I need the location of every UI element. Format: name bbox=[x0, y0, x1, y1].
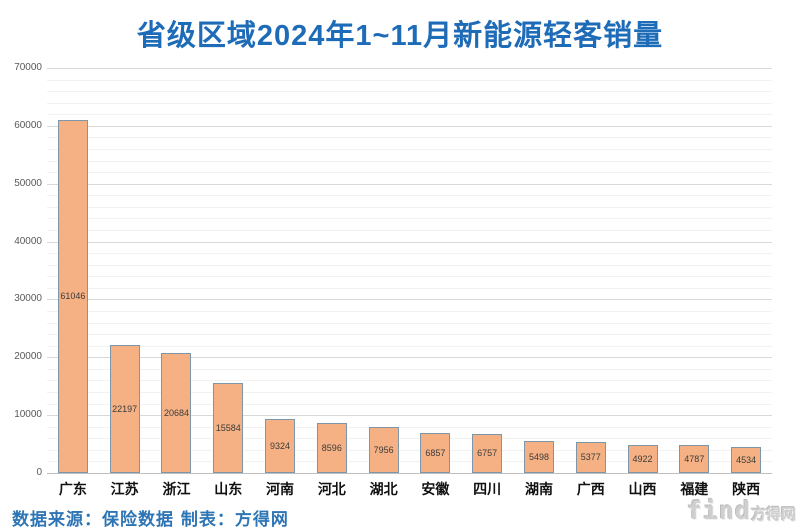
bar-value-label: 6857 bbox=[425, 448, 446, 459]
minor-gridline bbox=[47, 218, 772, 220]
major-gridline bbox=[47, 299, 772, 301]
minor-gridline bbox=[47, 449, 772, 451]
y-tick-label: 30000 bbox=[14, 293, 42, 305]
bar bbox=[213, 382, 244, 473]
bar bbox=[161, 353, 192, 473]
minor-gridline bbox=[47, 287, 772, 289]
x-category-label: 山东 bbox=[214, 481, 243, 497]
minor-gridline bbox=[47, 403, 772, 405]
bar-value-label: 5377 bbox=[580, 452, 601, 463]
x-category-label: 江苏 bbox=[110, 481, 139, 497]
major-gridline bbox=[47, 415, 772, 417]
x-category-label: 广东 bbox=[58, 481, 87, 497]
minor-gridline bbox=[47, 264, 772, 266]
y-tick-label: 60000 bbox=[14, 119, 42, 131]
x-category-label: 湖南 bbox=[524, 481, 553, 497]
y-tick-label: 50000 bbox=[14, 177, 42, 189]
x-category-label: 陕西 bbox=[732, 481, 761, 497]
x-category-label: 河南 bbox=[266, 481, 295, 497]
minor-gridline bbox=[47, 206, 772, 208]
y-tick-label: 40000 bbox=[14, 235, 42, 247]
y-tick-label: 0 bbox=[36, 467, 42, 478]
x-axis-line bbox=[47, 473, 772, 474]
bar-value-label: 4787 bbox=[684, 454, 705, 465]
minor-gridline bbox=[47, 160, 772, 162]
bar-value-label: 15584 bbox=[215, 422, 241, 433]
bar-value-label: 5498 bbox=[528, 452, 549, 463]
minor-gridline bbox=[47, 392, 772, 393]
minor-gridline bbox=[47, 102, 772, 104]
minor-gridline bbox=[47, 322, 772, 324]
minor-gridline bbox=[47, 276, 772, 278]
bar bbox=[316, 423, 347, 473]
bar-value-label: 4922 bbox=[632, 453, 653, 464]
major-gridline bbox=[47, 183, 772, 185]
minor-gridline bbox=[47, 149, 772, 150]
minor-gridline bbox=[47, 172, 772, 174]
major-gridline bbox=[47, 241, 772, 243]
y-tick-label: 10000 bbox=[14, 409, 42, 421]
watermark-brand-cn: 方得网 bbox=[750, 506, 796, 523]
minor-gridline bbox=[47, 334, 772, 336]
bar-value-label: 61046 bbox=[60, 291, 86, 302]
y-tick-label: 70000 bbox=[14, 62, 42, 73]
minor-gridline bbox=[47, 438, 772, 440]
bar-value-label: 20684 bbox=[163, 408, 189, 419]
watermark-brand-logo: find bbox=[686, 496, 751, 525]
x-category-label: 山西 bbox=[628, 481, 657, 497]
major-gridline bbox=[47, 357, 772, 359]
minor-gridline bbox=[47, 311, 772, 312]
minor-gridline bbox=[47, 461, 772, 463]
minor-gridline bbox=[47, 114, 772, 116]
x-category-label: 河北 bbox=[317, 481, 346, 497]
bar bbox=[109, 344, 140, 473]
bar-value-label: 7956 bbox=[373, 444, 394, 455]
bar bbox=[265, 419, 296, 473]
minor-gridline bbox=[47, 253, 772, 255]
minor-gridline bbox=[47, 345, 772, 347]
bar-value-label: 4534 bbox=[736, 454, 757, 465]
minor-gridline bbox=[47, 91, 772, 93]
minor-gridline bbox=[47, 380, 772, 382]
major-gridline bbox=[47, 125, 772, 127]
major-gridline bbox=[47, 68, 772, 69]
bar bbox=[368, 426, 399, 473]
x-category-label: 四川 bbox=[473, 481, 502, 497]
x-category-label: 湖北 bbox=[369, 481, 398, 497]
bar bbox=[57, 119, 88, 473]
minor-gridline bbox=[47, 195, 772, 197]
site-watermark: find方得网 bbox=[687, 496, 796, 525]
bar bbox=[627, 444, 658, 473]
bar bbox=[679, 445, 710, 473]
x-category-label: 广西 bbox=[576, 481, 605, 497]
bar bbox=[731, 446, 762, 473]
x-category-label: 安徽 bbox=[421, 481, 450, 497]
bar-value-label: 8596 bbox=[321, 443, 342, 454]
bar bbox=[472, 433, 503, 473]
bar bbox=[523, 441, 554, 473]
data-source-note: 数据来源：保险数据 制表：方得网 bbox=[12, 510, 289, 530]
x-category-label: 浙江 bbox=[162, 481, 191, 497]
bar bbox=[420, 433, 451, 473]
minor-gridline bbox=[47, 137, 772, 139]
bar-value-label: 9324 bbox=[270, 441, 291, 452]
y-tick-label: 20000 bbox=[14, 351, 42, 363]
bar bbox=[575, 441, 606, 473]
bar-value-label: 6757 bbox=[477, 448, 498, 459]
minor-gridline bbox=[47, 230, 772, 231]
minor-gridline bbox=[47, 426, 772, 428]
chart-title: 省级区域2024年1~11月新能源轻客销量 bbox=[136, 20, 664, 52]
x-category-label: 福建 bbox=[680, 481, 709, 497]
bar-value-label: 22197 bbox=[112, 403, 138, 414]
minor-gridline bbox=[47, 79, 772, 81]
minor-gridline bbox=[47, 368, 772, 370]
